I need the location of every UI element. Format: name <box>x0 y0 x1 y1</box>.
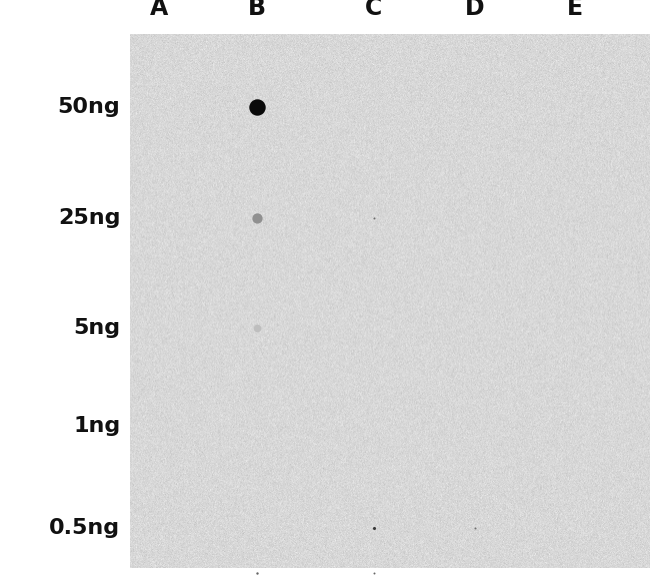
Point <box>252 103 262 112</box>
Text: 1ng: 1ng <box>73 416 120 436</box>
Text: A: A <box>150 0 168 20</box>
Point <box>369 213 379 222</box>
Point <box>469 523 480 532</box>
Point <box>369 568 379 578</box>
Text: D: D <box>465 0 484 20</box>
Point <box>252 568 262 578</box>
Point <box>252 323 262 332</box>
Text: 25ng: 25ng <box>58 208 120 227</box>
Text: 5ng: 5ng <box>73 318 120 338</box>
Text: C: C <box>365 0 382 20</box>
Text: E: E <box>567 0 583 20</box>
Text: 0.5ng: 0.5ng <box>49 518 120 538</box>
Text: 50ng: 50ng <box>57 97 120 117</box>
Point <box>252 213 262 222</box>
Point <box>369 523 379 532</box>
Text: B: B <box>248 0 266 20</box>
